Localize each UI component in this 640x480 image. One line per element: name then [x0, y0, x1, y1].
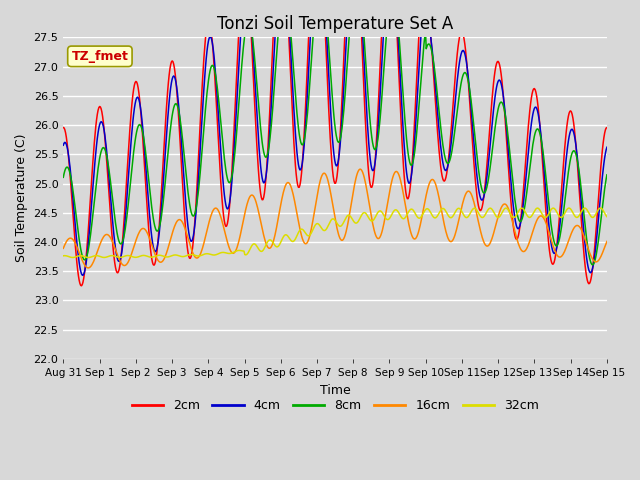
- Line: 4cm: 4cm: [63, 0, 607, 275]
- Line: 32cm: 32cm: [63, 208, 607, 257]
- 32cm: [70, 254, 77, 260]
- 8cm: [402, 128, 410, 134]
- 2cm: [181, 219, 189, 225]
- 2cm: [126, 127, 134, 133]
- 2cm: [60, 125, 67, 131]
- 32cm: [68, 254, 76, 260]
- 8cm: [603, 172, 611, 178]
- 32cm: [549, 205, 557, 211]
- 4cm: [403, 170, 410, 176]
- 16cm: [356, 166, 364, 172]
- 16cm: [181, 226, 189, 231]
- X-axis label: Time: Time: [320, 384, 351, 396]
- 16cm: [69, 237, 77, 243]
- Text: TZ_fmet: TZ_fmet: [72, 50, 129, 63]
- 32cm: [603, 214, 611, 219]
- 8cm: [209, 63, 217, 69]
- 16cm: [419, 211, 426, 217]
- 2cm: [603, 125, 611, 131]
- 16cm: [60, 245, 67, 251]
- Line: 2cm: 2cm: [63, 0, 607, 286]
- 32cm: [126, 253, 134, 259]
- 8cm: [125, 193, 133, 199]
- Y-axis label: Soil Temperature (C): Soil Temperature (C): [15, 134, 28, 263]
- Title: Tonzi Soil Temperature Set A: Tonzi Soil Temperature Set A: [217, 15, 453, 33]
- 8cm: [60, 174, 67, 180]
- 2cm: [210, 58, 218, 63]
- 32cm: [60, 253, 67, 259]
- 2cm: [69, 214, 77, 219]
- 32cm: [181, 253, 189, 259]
- 16cm: [210, 206, 218, 212]
- 16cm: [126, 256, 134, 262]
- 4cm: [210, 51, 218, 57]
- 16cm: [403, 209, 410, 215]
- 2cm: [77, 283, 85, 288]
- 4cm: [603, 144, 611, 150]
- 8cm: [180, 154, 188, 159]
- 4cm: [126, 155, 134, 160]
- 4cm: [79, 272, 87, 278]
- 8cm: [69, 189, 77, 194]
- 32cm: [402, 214, 410, 220]
- 8cm: [589, 262, 596, 268]
- 16cm: [84, 265, 92, 271]
- 32cm: [210, 252, 218, 258]
- Line: 8cm: 8cm: [63, 0, 607, 265]
- 4cm: [419, 12, 426, 18]
- 4cm: [69, 197, 77, 203]
- Line: 16cm: 16cm: [63, 169, 607, 268]
- 4cm: [60, 143, 67, 148]
- 8cm: [418, 67, 426, 73]
- 16cm: [603, 239, 611, 244]
- 2cm: [403, 193, 410, 199]
- 4cm: [181, 191, 189, 196]
- Legend: 2cm, 4cm, 8cm, 16cm, 32cm: 2cm, 4cm, 8cm, 16cm, 32cm: [127, 394, 543, 417]
- 32cm: [418, 213, 426, 219]
